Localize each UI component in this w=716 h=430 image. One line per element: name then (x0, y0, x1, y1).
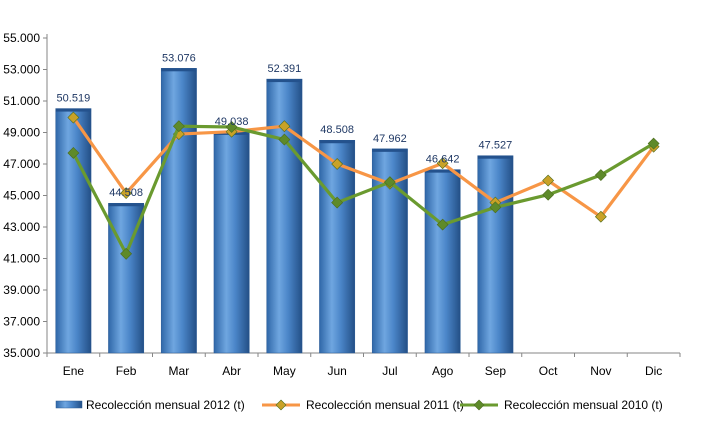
x-tick-label: Mar (169, 364, 190, 378)
data-point-marker (120, 247, 133, 260)
y-tick-label: 49.000 (3, 126, 40, 140)
x-tick-label: Ene (63, 364, 85, 378)
y-tick-label: 35.000 (3, 346, 40, 360)
x-tick-label: Nov (590, 364, 611, 378)
legend-swatch-marker (473, 399, 485, 411)
bar-top-cap (319, 140, 355, 144)
bar-top-cap (477, 155, 514, 159)
data-point-marker (67, 147, 80, 159)
line-series-layer (67, 111, 660, 260)
x-tick-label: Abr (222, 364, 241, 378)
data-point-marker (67, 111, 80, 124)
legend-label: Recolección mensual 2012 (t) (86, 398, 245, 412)
legend-label: Recolección mensual 2010 (t) (504, 398, 663, 412)
x-tick-label: Jun (327, 364, 346, 378)
data-point-marker (436, 157, 449, 170)
bar-data-label: 52.391 (268, 63, 302, 75)
bar (55, 108, 92, 354)
y-tick-label: 55.000 (3, 31, 40, 45)
y-tick-label: 53.000 (3, 63, 40, 77)
bar (319, 139, 356, 354)
axes: 35.000 37.000 39.000 41.000 43.000 45.000 47.0… (3, 31, 681, 378)
data-point-marker (383, 176, 396, 189)
bar-data-label: 46.642 (426, 154, 460, 166)
bar-data-label: 50.519 (57, 93, 91, 105)
x-tick-label: Jul (382, 364, 397, 378)
data-point-marker (331, 158, 344, 170)
y-tick-label: 51.000 (3, 94, 40, 108)
legend-swatch-bar (55, 400, 83, 409)
bar (213, 131, 250, 354)
x-tick-label: Feb (116, 364, 137, 378)
bar-data-label: 48.508 (320, 124, 354, 136)
line-series-2011 (67, 111, 660, 223)
legend-swatch-marker (275, 399, 287, 411)
legend: Recolección mensual 2012 (t) Recolección … (55, 398, 663, 412)
data-point-marker (542, 174, 555, 187)
legend-label: Recolección mensual 2011 (t) (306, 398, 464, 412)
x-tick-label: May (273, 364, 296, 378)
bar-top-cap (108, 203, 144, 207)
bar-top-cap (372, 148, 408, 152)
data-point-marker (594, 169, 607, 181)
line-series-2010 (67, 120, 660, 260)
bar-data-label: 44.508 (109, 187, 143, 199)
bar-top-cap (266, 79, 303, 83)
bar-top-cap (55, 108, 92, 112)
bar-series-2012 (55, 68, 514, 354)
data-point-marker (436, 218, 449, 231)
data-point-marker (278, 120, 291, 133)
bar-top-cap (161, 68, 197, 72)
data-point-marker (120, 187, 133, 200)
x-tick-label: Oct (539, 364, 558, 378)
bar-data-label: 47.527 (479, 140, 513, 152)
bar-data-label: 53.076 (162, 52, 196, 64)
bar-data-label: 49.038 (215, 116, 249, 128)
y-tick-label: 41.000 (3, 252, 40, 266)
bar (477, 155, 514, 354)
series-line (71, 124, 655, 256)
y-tick-label: 39.000 (3, 283, 40, 297)
data-point-marker (594, 210, 607, 223)
y-tick-label: 47.000 (3, 157, 40, 171)
data-point-marker (542, 188, 555, 201)
bar-data-label: 47.962 (373, 133, 407, 145)
data-point-marker (225, 121, 238, 133)
bar (424, 169, 461, 354)
data-point-marker (278, 133, 291, 146)
data-labels: 50.519 44.508 53.076 49.038 52.391 48.508 47.9… (57, 52, 513, 199)
x-tick-label: Ago (432, 364, 454, 378)
y-tick-label: 45.000 (3, 189, 40, 203)
data-point-marker (489, 201, 502, 214)
bar (266, 78, 303, 354)
data-point-marker (172, 120, 185, 133)
y-tick-label: 37.000 (3, 315, 40, 329)
data-point-marker (331, 196, 344, 209)
x-tick-label: Dic (645, 364, 662, 378)
bar-top-cap (424, 169, 461, 173)
x-tick-label: Sep (485, 364, 507, 378)
data-point-marker (647, 137, 660, 150)
bar (160, 68, 197, 354)
y-tick-label: 43.000 (3, 220, 40, 234)
